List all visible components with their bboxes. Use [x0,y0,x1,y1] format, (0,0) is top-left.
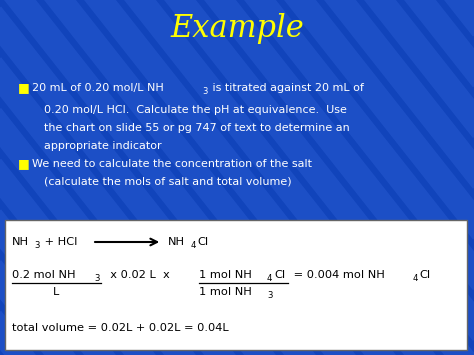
FancyBboxPatch shape [5,220,467,350]
Text: (calculate the mols of salt and total volume): (calculate the mols of salt and total vo… [44,177,292,187]
Text: x 0.02 L  x: x 0.02 L x [103,270,177,280]
Text: 3: 3 [267,291,273,300]
Text: + HCl: + HCl [41,237,78,247]
Text: 0.20 mol/L HCl.  Calculate the pH at equivalence.  Use: 0.20 mol/L HCl. Calculate the pH at equi… [44,105,347,115]
Text: 1 mol NH: 1 mol NH [199,270,252,280]
Text: = 0.004 mol NH: = 0.004 mol NH [291,270,385,280]
Text: 3: 3 [34,241,40,250]
Text: We need to calculate the concentration of the salt: We need to calculate the concentration o… [32,159,312,169]
Text: Example: Example [170,12,304,44]
Text: is titrated against 20 mL of: is titrated against 20 mL of [209,83,364,93]
Text: 4: 4 [267,274,273,283]
Text: 4: 4 [413,274,418,283]
Text: L: L [53,287,59,297]
Text: ■: ■ [18,158,30,170]
Text: NH: NH [168,237,185,247]
Text: total volume = 0.02L + 0.02L = 0.04L: total volume = 0.02L + 0.02L = 0.04L [12,323,228,333]
Text: Cl: Cl [274,270,285,280]
Text: NH: NH [12,237,29,247]
Text: appropriate indicator: appropriate indicator [44,141,162,151]
Text: ■: ■ [18,82,30,94]
Text: 3: 3 [94,274,100,283]
Text: 4: 4 [190,241,196,250]
Text: 20 mL of 0.20 mol/L NH: 20 mL of 0.20 mol/L NH [32,83,164,93]
Text: Cl: Cl [420,270,431,280]
Text: 3: 3 [202,87,208,96]
Text: the chart on slide 55 or pg 747 of text to determine an: the chart on slide 55 or pg 747 of text … [44,123,350,133]
Text: Cl: Cl [197,237,209,247]
Text: 1 mol NH: 1 mol NH [199,287,252,297]
Text: 0.2 mol NH: 0.2 mol NH [12,270,76,280]
